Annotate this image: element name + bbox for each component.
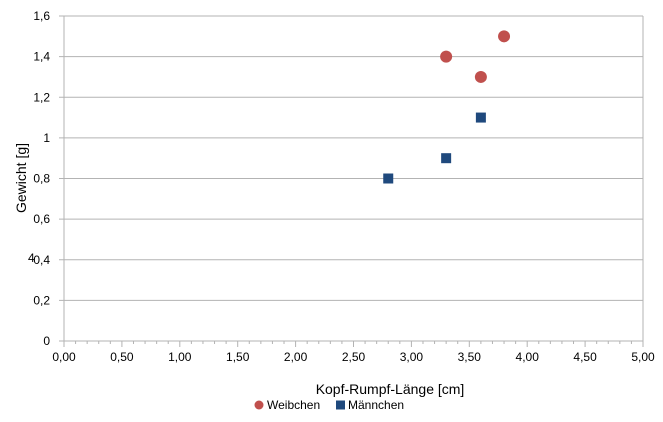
grid-lines <box>64 15 643 301</box>
data-point-männchen <box>383 173 394 184</box>
legend-label: Männchen <box>348 398 404 412</box>
x-tick-label: 2,50 <box>342 350 366 364</box>
data-point-weibchen <box>474 70 487 83</box>
legend: Weibchen Männchen <box>254 398 404 412</box>
y-tick-label: 0,4 <box>33 253 50 267</box>
legend-marker <box>336 400 345 410</box>
x-tick-label: 1,50 <box>226 350 250 364</box>
y-tick-label: 0,2 <box>33 293 50 307</box>
x-tick-label: 1,00 <box>168 350 192 364</box>
legend-label: Weibchen <box>267 398 320 412</box>
y-tick-label: 0,6 <box>33 212 50 226</box>
y-tick-labels: 0 0,2 0,4 0,6 0,8 1 1,2 1,4 1,6 <box>33 9 50 348</box>
y-tick-label: 1 <box>43 131 50 145</box>
y-axis-title: Gewicht [g] <box>13 143 29 213</box>
data-point-männchen <box>475 112 486 123</box>
y-tick-label: 1,2 <box>33 90 50 104</box>
x-tick-labels: 0,00 0,50 1,00 1,50 2,00 2,50 3,00 3,50 4,00 4,50… <box>52 350 655 364</box>
data-point-weibchen <box>440 50 453 63</box>
y-tick-label: 1,4 <box>33 50 50 64</box>
data-point-weibchen <box>498 30 511 43</box>
x-tick-label: 3,50 <box>458 350 482 364</box>
stray-label: 4 <box>28 251 35 265</box>
x-tick-label: 3,00 <box>400 350 424 364</box>
x-tick-label: 0,50 <box>110 350 134 364</box>
axes <box>59 15 644 347</box>
legend-marker <box>254 400 264 410</box>
x-tick-label: 2,00 <box>284 350 308 364</box>
x-tick-label: 4,00 <box>516 350 540 364</box>
y-tick-label: 0 <box>43 334 50 348</box>
x-tick-label: 4,50 <box>573 350 597 364</box>
y-tick-label: 0,8 <box>33 172 50 186</box>
x-tick-label: 5,00 <box>631 350 655 364</box>
data-point-männchen <box>441 153 452 164</box>
y-tick-label: 1,6 <box>33 9 50 23</box>
data-points <box>383 30 511 184</box>
x-axis-title: Kopf-Rumpf-Länge [cm] <box>316 381 465 397</box>
x-tick-label: 0,00 <box>52 350 76 364</box>
